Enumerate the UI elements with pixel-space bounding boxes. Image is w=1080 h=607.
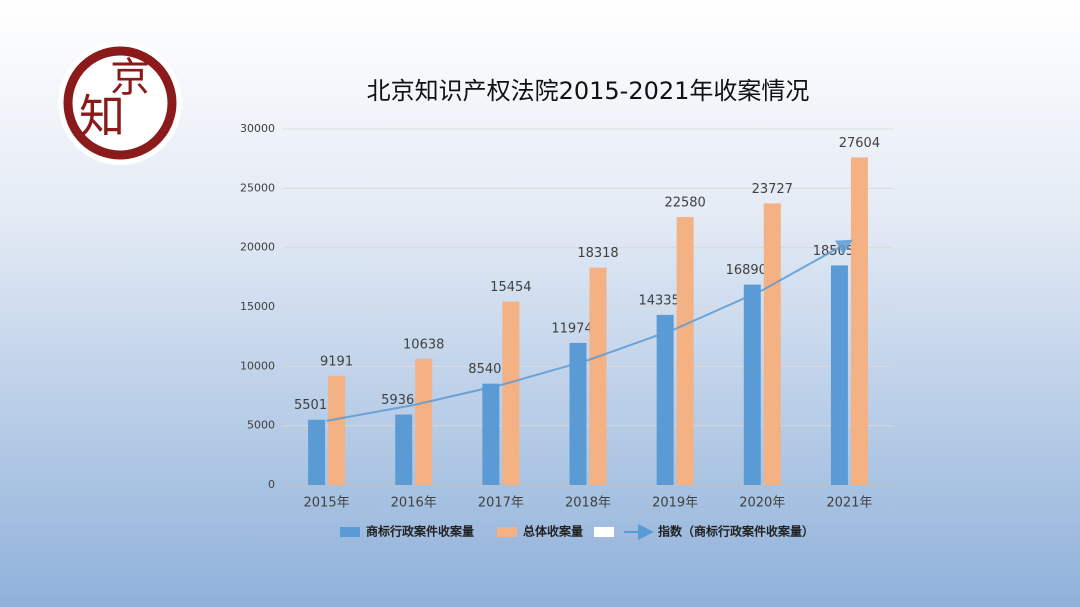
x-tick-label: 2016年: [391, 496, 437, 511]
x-tick-label: 2020年: [739, 496, 785, 511]
y-tick-label: 0: [268, 478, 275, 491]
bar: [308, 419, 326, 485]
bar: [743, 284, 761, 485]
legend-swatch: [497, 527, 517, 537]
bar: [676, 217, 694, 485]
bar: [415, 358, 433, 485]
data-label: 18318: [577, 246, 618, 261]
bar: [482, 383, 500, 485]
logo: 京 知: [58, 41, 182, 165]
legend-swatch: [340, 527, 360, 537]
chart-title: 北京知识产权法院2015-2021年收案情况: [367, 77, 810, 105]
legend-label: 商标行政案件收案量: [366, 524, 474, 539]
bar: [395, 414, 413, 485]
x-tick-label: 2021年: [826, 496, 872, 511]
legend-swatch: [594, 527, 614, 537]
legend-label: 总体收案量: [523, 524, 583, 539]
data-label: 5501: [294, 398, 327, 413]
data-label: 23727: [752, 182, 793, 197]
logo-char: 知: [79, 90, 125, 144]
y-tick-label: 20000: [240, 241, 275, 254]
bar: [328, 375, 346, 485]
y-tick-label: 5000: [247, 419, 275, 432]
y-tick-label: 15000: [240, 300, 275, 313]
logo-char: 京: [110, 55, 150, 101]
bar: [656, 314, 674, 485]
data-label: 9191: [320, 354, 353, 369]
data-label: 10638: [403, 337, 444, 352]
bar: [850, 157, 868, 485]
bar: [589, 267, 607, 485]
logo-ring: [63, 46, 177, 160]
y-tick-label: 30000: [240, 122, 275, 135]
data-label: 11974: [551, 321, 592, 336]
x-tick-label: 2015年: [304, 496, 350, 511]
legend-label: 指数（商标行政案件收案量）: [658, 524, 814, 539]
bar: [763, 203, 781, 485]
bar: [569, 342, 587, 485]
x-tick-label: 2019年: [652, 496, 698, 511]
data-label: 14335: [638, 293, 679, 308]
data-label: 16890: [726, 263, 767, 278]
y-tick-label: 25000: [240, 181, 275, 194]
data-label: 15454: [490, 280, 531, 295]
x-tick-label: 2017年: [478, 496, 524, 511]
bar: [502, 301, 520, 485]
trendline: [326, 239, 853, 422]
data-label: 8540: [468, 362, 501, 377]
y-tick-label: 10000: [240, 359, 275, 372]
x-tick-label: 2018年: [565, 496, 611, 511]
data-label: 22580: [664, 196, 705, 211]
logo-bg: [58, 41, 182, 165]
data-label: 27604: [839, 136, 880, 151]
bar: [830, 265, 848, 485]
data-label: 5936: [381, 393, 414, 408]
